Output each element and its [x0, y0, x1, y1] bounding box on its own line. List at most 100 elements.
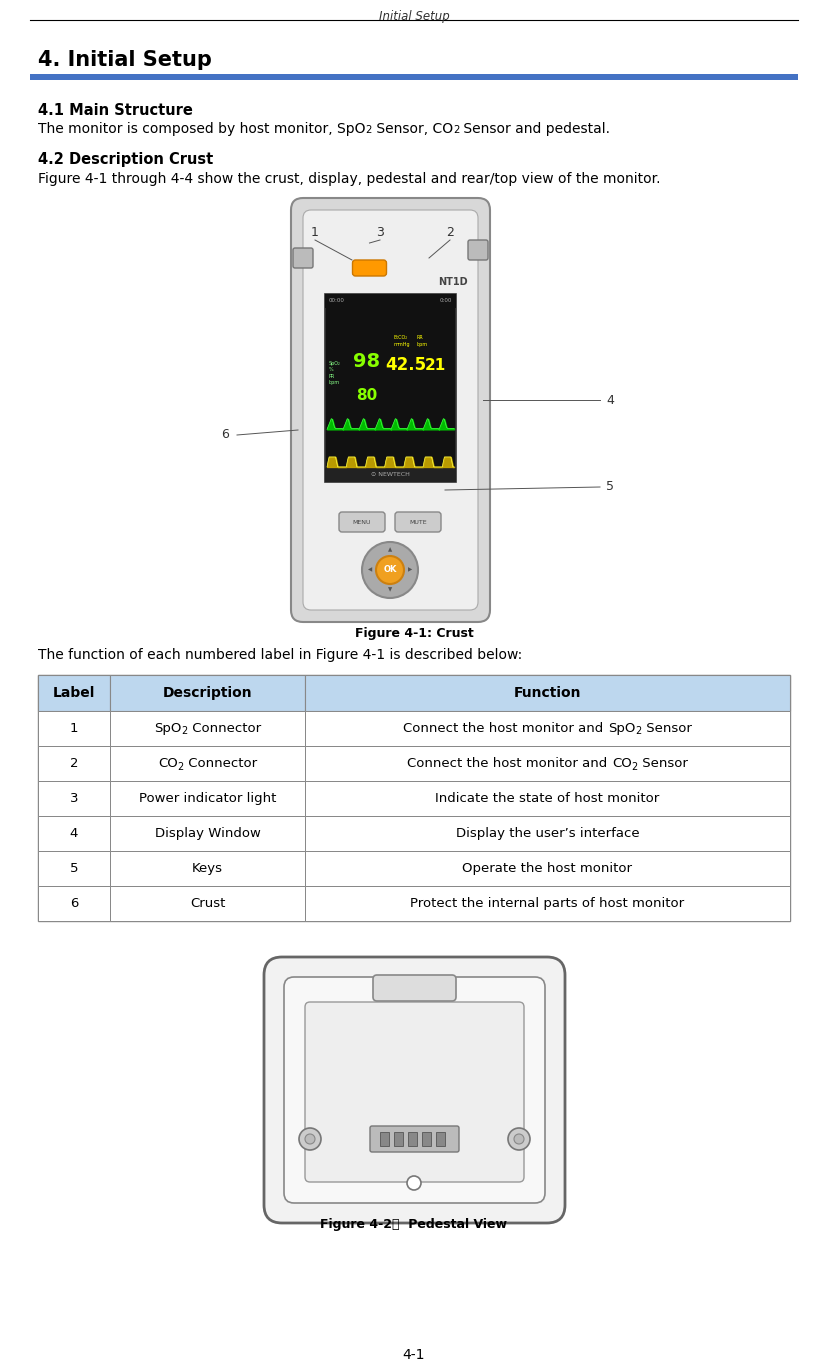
Text: Display the user’s interface: Display the user’s interface — [455, 826, 638, 840]
Text: Figure 4-2：  Pedestal View: Figure 4-2： Pedestal View — [320, 1218, 507, 1231]
Bar — [110, 887, 304, 921]
Text: 4.2 Description Crust: 4.2 Description Crust — [38, 152, 213, 167]
Bar — [325, 294, 456, 482]
Text: SpO₂
%
PR
bpm: SpO₂ % PR bpm — [328, 361, 341, 385]
FancyBboxPatch shape — [290, 198, 490, 622]
Text: Sensor, CO: Sensor, CO — [371, 122, 452, 137]
Bar — [30, 74, 797, 81]
Circle shape — [514, 1134, 523, 1143]
Bar — [304, 887, 789, 921]
Text: 4. Initial Setup: 4. Initial Setup — [38, 51, 212, 70]
FancyBboxPatch shape — [304, 1003, 523, 1182]
FancyBboxPatch shape — [284, 977, 544, 1203]
Text: 2: 2 — [181, 727, 188, 736]
Text: SpO: SpO — [154, 723, 181, 735]
Text: RR
bpm: RR bpm — [416, 336, 428, 347]
Circle shape — [361, 542, 418, 598]
Text: 4: 4 — [69, 826, 78, 840]
Text: Connect the host monitor and: Connect the host monitor and — [407, 757, 611, 770]
Text: Connect the host monitor and: Connect the host monitor and — [403, 723, 607, 735]
Text: Power indicator light: Power indicator light — [139, 792, 276, 805]
Text: Connector: Connector — [184, 757, 256, 770]
Bar — [110, 675, 304, 710]
Text: Sensor: Sensor — [637, 757, 687, 770]
Text: 1: 1 — [311, 225, 318, 239]
Bar — [38, 710, 110, 746]
Text: MUTE: MUTE — [409, 519, 426, 525]
Text: 6: 6 — [221, 429, 228, 441]
Bar — [408, 1132, 417, 1146]
Circle shape — [299, 1128, 321, 1150]
FancyBboxPatch shape — [370, 1126, 458, 1152]
Text: Sensor and pedestal.: Sensor and pedestal. — [459, 122, 609, 137]
Text: Initial Setup: Initial Setup — [378, 10, 449, 23]
Text: Function: Function — [513, 686, 581, 699]
Text: 6: 6 — [69, 897, 78, 910]
Text: 4.1 Main Structure: 4.1 Main Structure — [38, 102, 193, 117]
Text: 42.5: 42.5 — [385, 357, 426, 374]
Bar — [38, 781, 110, 816]
Text: 00:00: 00:00 — [328, 299, 345, 303]
Bar — [304, 816, 789, 851]
Bar — [304, 781, 789, 816]
FancyBboxPatch shape — [338, 512, 385, 531]
Circle shape — [304, 1134, 314, 1143]
Text: Figure 4-1 through 4-4 show the crust, display, pedestal and rear/top view of th: Figure 4-1 through 4-4 show the crust, d… — [38, 172, 660, 186]
Text: 21: 21 — [424, 358, 445, 373]
Bar — [38, 746, 110, 781]
Text: 3: 3 — [69, 792, 79, 805]
Bar — [422, 1132, 431, 1146]
Text: CO: CO — [611, 757, 631, 770]
Circle shape — [407, 1176, 420, 1190]
FancyBboxPatch shape — [293, 249, 313, 268]
Text: ◀: ◀ — [367, 567, 371, 572]
Bar — [110, 851, 304, 887]
Text: Connector: Connector — [188, 723, 261, 735]
Text: Operate the host monitor: Operate the host monitor — [462, 862, 632, 876]
Text: ⊙ NEWTECH: ⊙ NEWTECH — [370, 473, 409, 478]
FancyBboxPatch shape — [264, 958, 564, 1223]
Bar — [304, 851, 789, 887]
Text: 2: 2 — [178, 761, 184, 772]
Text: The monitor is composed by host monitor, SpO: The monitor is composed by host monitor,… — [38, 122, 365, 137]
FancyBboxPatch shape — [394, 512, 441, 531]
Text: 98: 98 — [353, 352, 380, 372]
Text: 2: 2 — [446, 225, 453, 239]
Text: 2: 2 — [69, 757, 79, 770]
Text: MENU: MENU — [352, 519, 370, 525]
Text: Description: Description — [162, 686, 252, 699]
Bar — [110, 746, 304, 781]
Text: Indicate the state of host monitor: Indicate the state of host monitor — [435, 792, 659, 805]
Text: Sensor: Sensor — [641, 723, 691, 735]
Bar — [110, 816, 304, 851]
Text: ▲: ▲ — [387, 548, 392, 552]
Bar — [38, 816, 110, 851]
Text: 1: 1 — [69, 723, 79, 735]
Circle shape — [508, 1128, 529, 1150]
Text: 80: 80 — [356, 388, 377, 403]
FancyBboxPatch shape — [467, 240, 487, 260]
Text: 0:00: 0:00 — [439, 299, 452, 303]
Bar — [110, 710, 304, 746]
Text: EtCO₂
mmHg: EtCO₂ mmHg — [393, 336, 409, 347]
Bar — [304, 710, 789, 746]
Bar — [380, 1132, 389, 1146]
Text: The function of each numbered label in Figure 4-1 is described below:: The function of each numbered label in F… — [38, 647, 522, 663]
Text: 4: 4 — [605, 393, 613, 407]
FancyBboxPatch shape — [303, 210, 477, 611]
Text: 5: 5 — [69, 862, 79, 876]
Text: 3: 3 — [375, 225, 384, 239]
Text: NT1D: NT1D — [437, 277, 467, 287]
Bar — [38, 851, 110, 887]
Text: CO: CO — [158, 757, 178, 770]
Bar — [304, 675, 789, 710]
Text: Figure 4-1: Crust: Figure 4-1: Crust — [354, 627, 473, 641]
Text: 2: 2 — [631, 761, 637, 772]
Text: Display Window: Display Window — [155, 826, 261, 840]
Text: ▼: ▼ — [387, 587, 392, 593]
FancyBboxPatch shape — [352, 260, 386, 276]
Text: Keys: Keys — [192, 862, 222, 876]
Text: Protect the internal parts of host monitor: Protect the internal parts of host monit… — [410, 897, 684, 910]
Bar — [38, 675, 789, 921]
Bar — [304, 746, 789, 781]
